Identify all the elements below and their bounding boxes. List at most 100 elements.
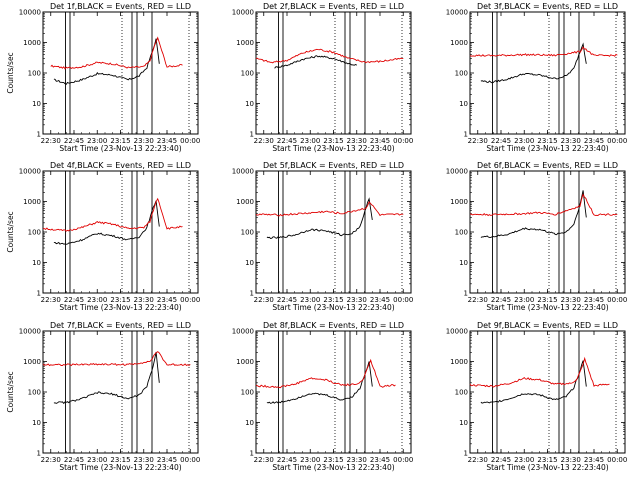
events-series-line [480,360,587,404]
events-series-line [53,200,160,245]
x-tick-label: 22:30 [254,137,274,145]
y-tick-label: 10000 [446,328,468,336]
panel-title: Det 9f,BLACK = Events, RED = LLD [477,321,618,330]
y-tick-label: 10 [245,259,254,267]
panel-9: Det 9f,BLACK = Events, RED = LLD 1 10 100 10… [446,321,628,472]
x-tick-label: 00:00 [180,296,200,304]
x-tick-label: 00:00 [607,296,627,304]
x-tick-label: 23:15 [537,456,557,464]
x-axis-label: Start Time (23-Nov-13 22:23:40) [486,463,608,472]
x-tick-label: 00:00 [180,456,200,464]
x-tick-label: 23:00 [514,456,534,464]
lld-series-line [50,36,183,70]
x-tick-label: 23:45 [370,456,390,464]
y-tick-label: 10 [459,419,468,427]
y-tick-label: 100 [241,70,254,78]
x-tick-label: 22:30 [254,456,274,464]
y-tick-label: 1 [250,290,254,298]
y-tick-label: 100 [455,389,468,397]
x-tick-label: 23:30 [347,456,367,464]
y-tick-label: 10 [459,100,468,108]
events-series-line [480,190,587,238]
lld-series-line [469,46,618,57]
panel-title: Det 2f,BLACK = Events, RED = LLD [263,2,404,11]
plot-frame [42,11,199,135]
lld-series-line [255,358,396,389]
panel-title: Det 5f,BLACK = Events, RED = LLD [263,161,404,170]
x-tick-label: 00:00 [393,296,413,304]
y-tick-label: 10000 [232,168,254,176]
plot-frame [42,170,199,294]
y-tick-label: 10 [32,100,41,108]
x-tick-label: 23:45 [584,456,604,464]
x-tick-label: 23:15 [323,137,343,145]
panel-title: Det 6f,BLACK = Events, RED = LLD [477,161,618,170]
x-tick-label: 22:30 [468,456,488,464]
events-series-line [480,42,587,84]
x-axis-label: Start Time (23-Nov-13 22:23:40) [59,463,181,472]
x-tick-label: 23:30 [561,137,581,145]
panel-title: Det 7f,BLACK = Events, RED = LLD [50,321,191,330]
x-tick-label: 22:45 [491,296,511,304]
y-tick-label: 100 [28,229,41,237]
panel-title: Det 1f,BLACK = Events, RED = LLD [50,2,191,11]
x-axis-label: Start Time (23-Nov-13 22:23:40) [272,303,394,312]
y-tick-label: 10 [32,419,41,427]
y-tick-label: 10 [32,259,41,267]
x-tick-label: 00:00 [393,456,413,464]
panel-5: Det 5f,BLACK = Events, RED = LLD 1 10 100 10… [232,161,414,312]
x-tick-label: 23:00 [300,456,320,464]
x-tick-label: 23:00 [87,296,107,304]
y-tick-label: 10000 [446,168,468,176]
panel-title: Det 3f,BLACK = Events, RED = LLD [477,2,618,11]
x-tick-label: 22:45 [64,137,84,145]
panel-6: Det 6f,BLACK = Events, RED = LLD 1 10 100 10… [446,161,628,312]
y-tick-label: 1 [37,131,41,139]
panel-7: Det 7f,BLACK = Events, RED = LLD 1 10 100 10… [6,321,200,472]
x-tick-label: 00:00 [607,456,627,464]
y-tick-label: 1000 [236,198,254,206]
x-tick-label: 22:30 [468,296,488,304]
x-tick-label: 23:45 [157,137,177,145]
x-tick-label: 23:15 [537,137,557,145]
x-tick-label: 23:15 [323,296,343,304]
events-series-line [274,55,358,69]
y-tick-label: 10000 [19,9,41,17]
panel-1: Det 1f,BLACK = Events, RED = LLD 1 10 100 10… [6,2,200,153]
y-tick-label: 1 [37,450,41,458]
x-tick-label: 22:45 [491,456,511,464]
panel-title: Det 4f,BLACK = Events, RED = LLD [50,161,191,170]
x-tick-label: 23:00 [87,137,107,145]
y-tick-label: 1 [250,131,254,139]
plot-frame [469,330,626,454]
plot-frame [255,11,412,135]
plot-frame [255,330,412,454]
x-tick-label: 23:15 [110,137,130,145]
y-tick-label: 1 [250,450,254,458]
y-tick-label: 1 [37,290,41,298]
y-tick-label: 1 [464,131,468,139]
x-tick-label: 22:45 [491,137,511,145]
y-tick-label: 1000 [23,358,41,366]
x-tick-label: 23:15 [110,456,130,464]
y-tick-label: 1 [464,450,468,458]
y-axis-label: Counts/sec [6,52,15,93]
y-tick-label: 1000 [236,358,254,366]
y-tick-label: 1000 [236,39,254,47]
x-tick-label: 23:30 [347,296,367,304]
x-axis-label: Start Time (23-Nov-13 22:23:40) [486,303,608,312]
lld-series-line [255,201,404,217]
y-tick-label: 10000 [19,168,41,176]
y-tick-label: 1000 [450,39,468,47]
x-axis-label: Start Time (23-Nov-13 22:23:40) [59,144,181,153]
x-axis-label: Start Time (23-Nov-13 22:23:40) [272,463,394,472]
x-axis-label: Start Time (23-Nov-13 22:23:40) [486,144,608,153]
events-series-line [53,351,160,405]
x-tick-label: 00:00 [393,137,413,145]
x-tick-label: 22:30 [41,137,61,145]
y-tick-label: 1000 [23,39,41,47]
x-tick-label: 23:15 [537,296,557,304]
x-tick-label: 23:30 [561,296,581,304]
x-tick-label: 23:00 [514,296,534,304]
x-tick-label: 22:45 [64,296,84,304]
